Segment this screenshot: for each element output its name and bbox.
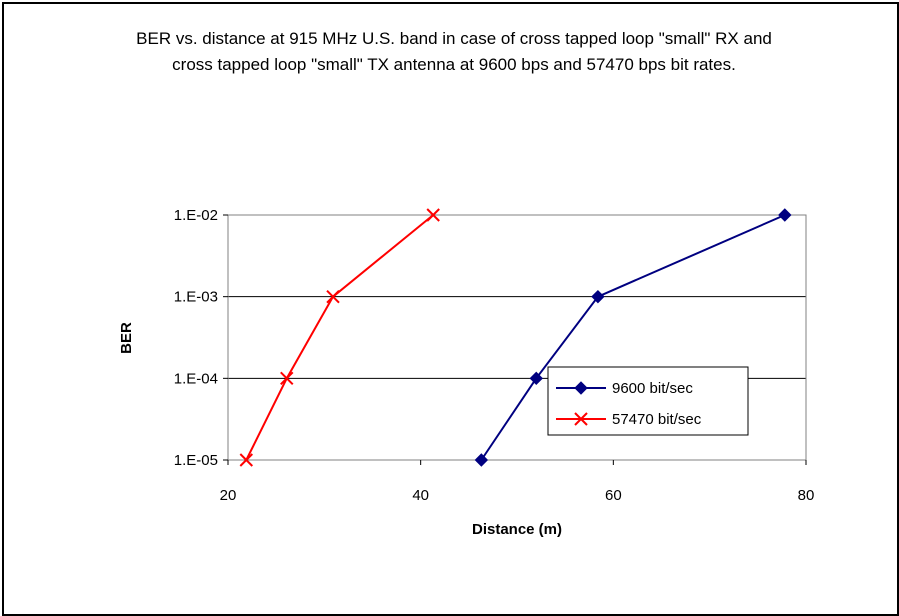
series-point [574, 381, 588, 395]
chart-title: BER vs. distance at 915 MHz U.S. band in… [136, 29, 772, 74]
series-point [426, 208, 440, 222]
series-point [574, 412, 588, 426]
series-point [591, 289, 605, 304]
y-tick-label: 1.E-04 [174, 370, 218, 387]
series-point [778, 208, 792, 222]
x-tick-label: 80 [798, 487, 815, 504]
series-point [326, 289, 340, 304]
x-axis-label: Distance (m) [472, 521, 562, 538]
series-line-0 [480, 214, 786, 461]
x-tick-label: 20 [220, 487, 237, 504]
series-group [239, 208, 792, 467]
x-tick-label: 60 [605, 487, 622, 504]
series-point [280, 371, 294, 386]
series-point [529, 371, 543, 386]
series-point [239, 453, 254, 467]
legend-box [547, 366, 749, 436]
y-tick-label: 1.E-02 [174, 207, 218, 224]
x-axis-ticks: 20 40 60 80 [220, 460, 815, 504]
series-line-1 [245, 214, 434, 461]
legend-label: 57470 bit/sec [612, 411, 702, 428]
y-axis-label: BER [118, 322, 135, 354]
y-tick-label: 1.E-03 [174, 289, 218, 306]
legend-label: 9600 bit/sec [612, 380, 693, 397]
y-axis-ticks: 1.E-05 1.E-04 1.E-03 1.E-02 [174, 207, 228, 469]
y-tick-label: 1.E-05 [174, 452, 218, 469]
x-tick-label: 40 [412, 487, 429, 504]
gridlines [228, 296, 806, 379]
legend: 9600 bit/sec 57470 bit/sec [547, 366, 749, 436]
plot-area [227, 214, 807, 461]
series-point [474, 453, 489, 467]
